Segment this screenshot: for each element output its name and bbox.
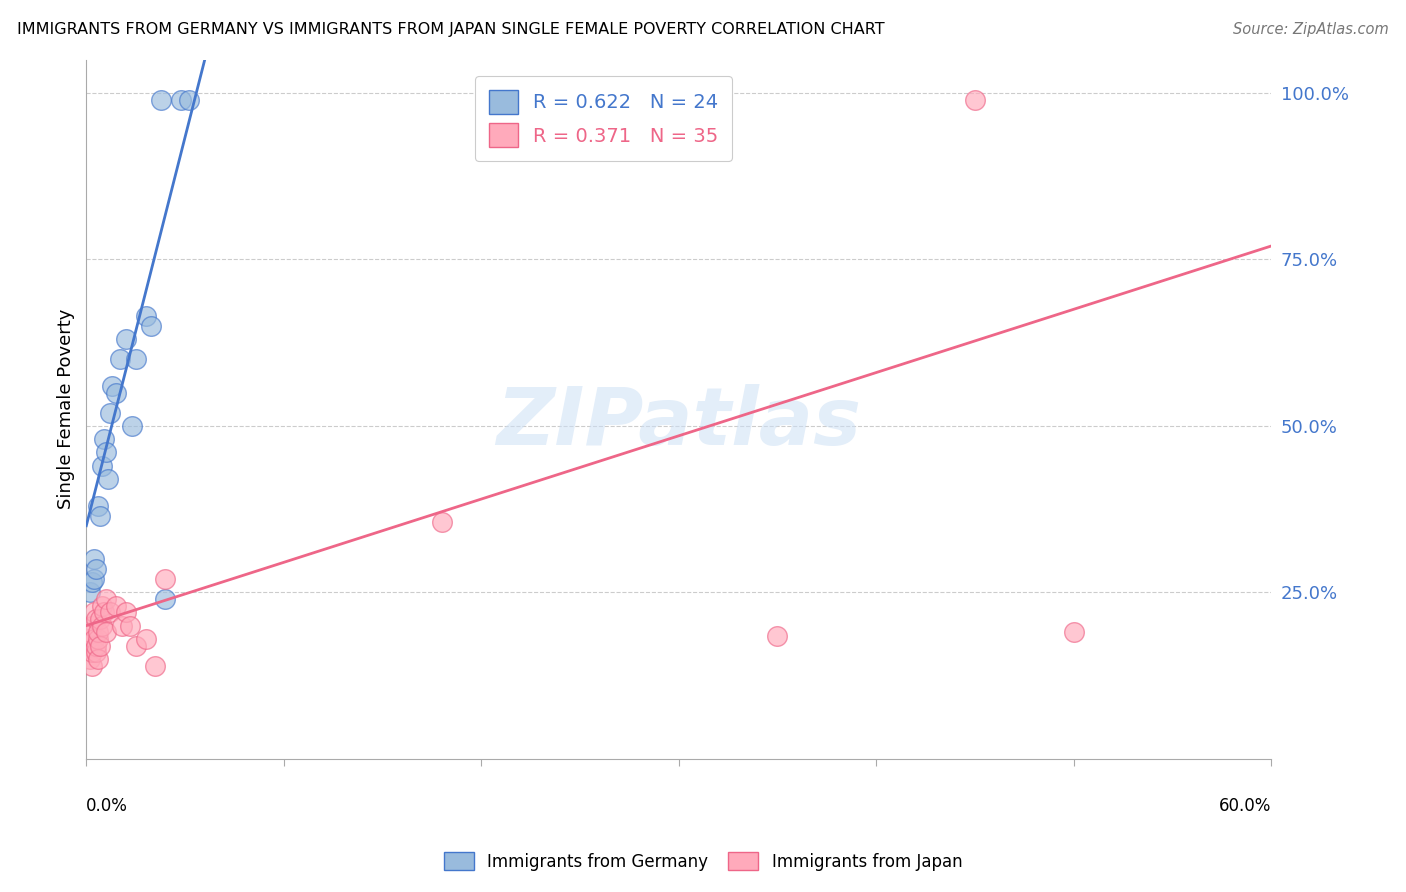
Point: [111, 618, 134, 632]
Point: [79, 652, 101, 666]
Point: [98, 405, 121, 419]
Point: [101, 379, 124, 393]
Text: IMMIGRANTS FROM GERMANY VS IMMIGRANTS FROM JAPAN SINGLE FEMALE POVERTY CORRELATI: IMMIGRANTS FROM GERMANY VS IMMIGRANTS FR…: [17, 22, 884, 37]
Point: [82, 658, 104, 673]
Point: [94, 625, 117, 640]
Point: [97, 472, 120, 486]
Point: [91, 599, 114, 613]
Point: [82, 575, 104, 590]
Point: [135, 632, 157, 646]
Point: [77, 632, 100, 646]
Point: [177, 93, 200, 107]
Text: ZIPatlas: ZIPatlas: [496, 384, 862, 462]
Point: [1063, 625, 1085, 640]
Point: [124, 352, 146, 367]
Point: [118, 618, 141, 632]
Point: [91, 458, 114, 473]
Point: [89, 639, 111, 653]
Point: [84, 639, 107, 653]
Point: [93, 432, 115, 446]
Point: [145, 658, 167, 673]
Text: Source: ZipAtlas.com: Source: ZipAtlas.com: [1233, 22, 1389, 37]
Point: [84, 645, 107, 659]
Point: [135, 309, 157, 323]
Point: [430, 516, 453, 530]
Point: [87, 652, 110, 666]
Point: [766, 629, 789, 643]
Point: [94, 591, 117, 606]
Point: [77, 639, 100, 653]
Point: [155, 572, 177, 586]
Point: [155, 591, 177, 606]
Point: [98, 605, 121, 619]
Text: 60.0%: 60.0%: [1219, 797, 1271, 815]
Point: [93, 605, 115, 619]
Point: [83, 605, 105, 619]
Point: [83, 632, 105, 646]
Point: [114, 605, 136, 619]
Point: [124, 639, 146, 653]
Point: [84, 612, 107, 626]
Point: [89, 612, 111, 626]
Point: [963, 93, 986, 107]
Point: [87, 632, 110, 646]
Point: [150, 93, 173, 107]
Point: [170, 93, 193, 107]
Point: [108, 352, 131, 367]
Point: [82, 618, 104, 632]
Point: [104, 599, 127, 613]
Point: [84, 562, 107, 576]
Y-axis label: Single Female Poverty: Single Female Poverty: [58, 309, 75, 509]
Legend: R = 0.622   N = 24, R = 0.371   N = 35: R = 0.622 N = 24, R = 0.371 N = 35: [475, 77, 733, 161]
Point: [79, 625, 101, 640]
Point: [89, 508, 111, 523]
Point: [79, 585, 101, 599]
Point: [104, 385, 127, 400]
Point: [82, 645, 104, 659]
Point: [94, 445, 117, 459]
Point: [91, 618, 114, 632]
Point: [114, 332, 136, 346]
Point: [141, 318, 163, 333]
Point: [83, 552, 105, 566]
Point: [121, 418, 143, 433]
Point: [83, 572, 105, 586]
Point: [87, 499, 110, 513]
Text: 0.0%: 0.0%: [86, 797, 128, 815]
Point: [87, 625, 110, 640]
Legend: Immigrants from Germany, Immigrants from Japan: Immigrants from Germany, Immigrants from…: [436, 844, 970, 880]
